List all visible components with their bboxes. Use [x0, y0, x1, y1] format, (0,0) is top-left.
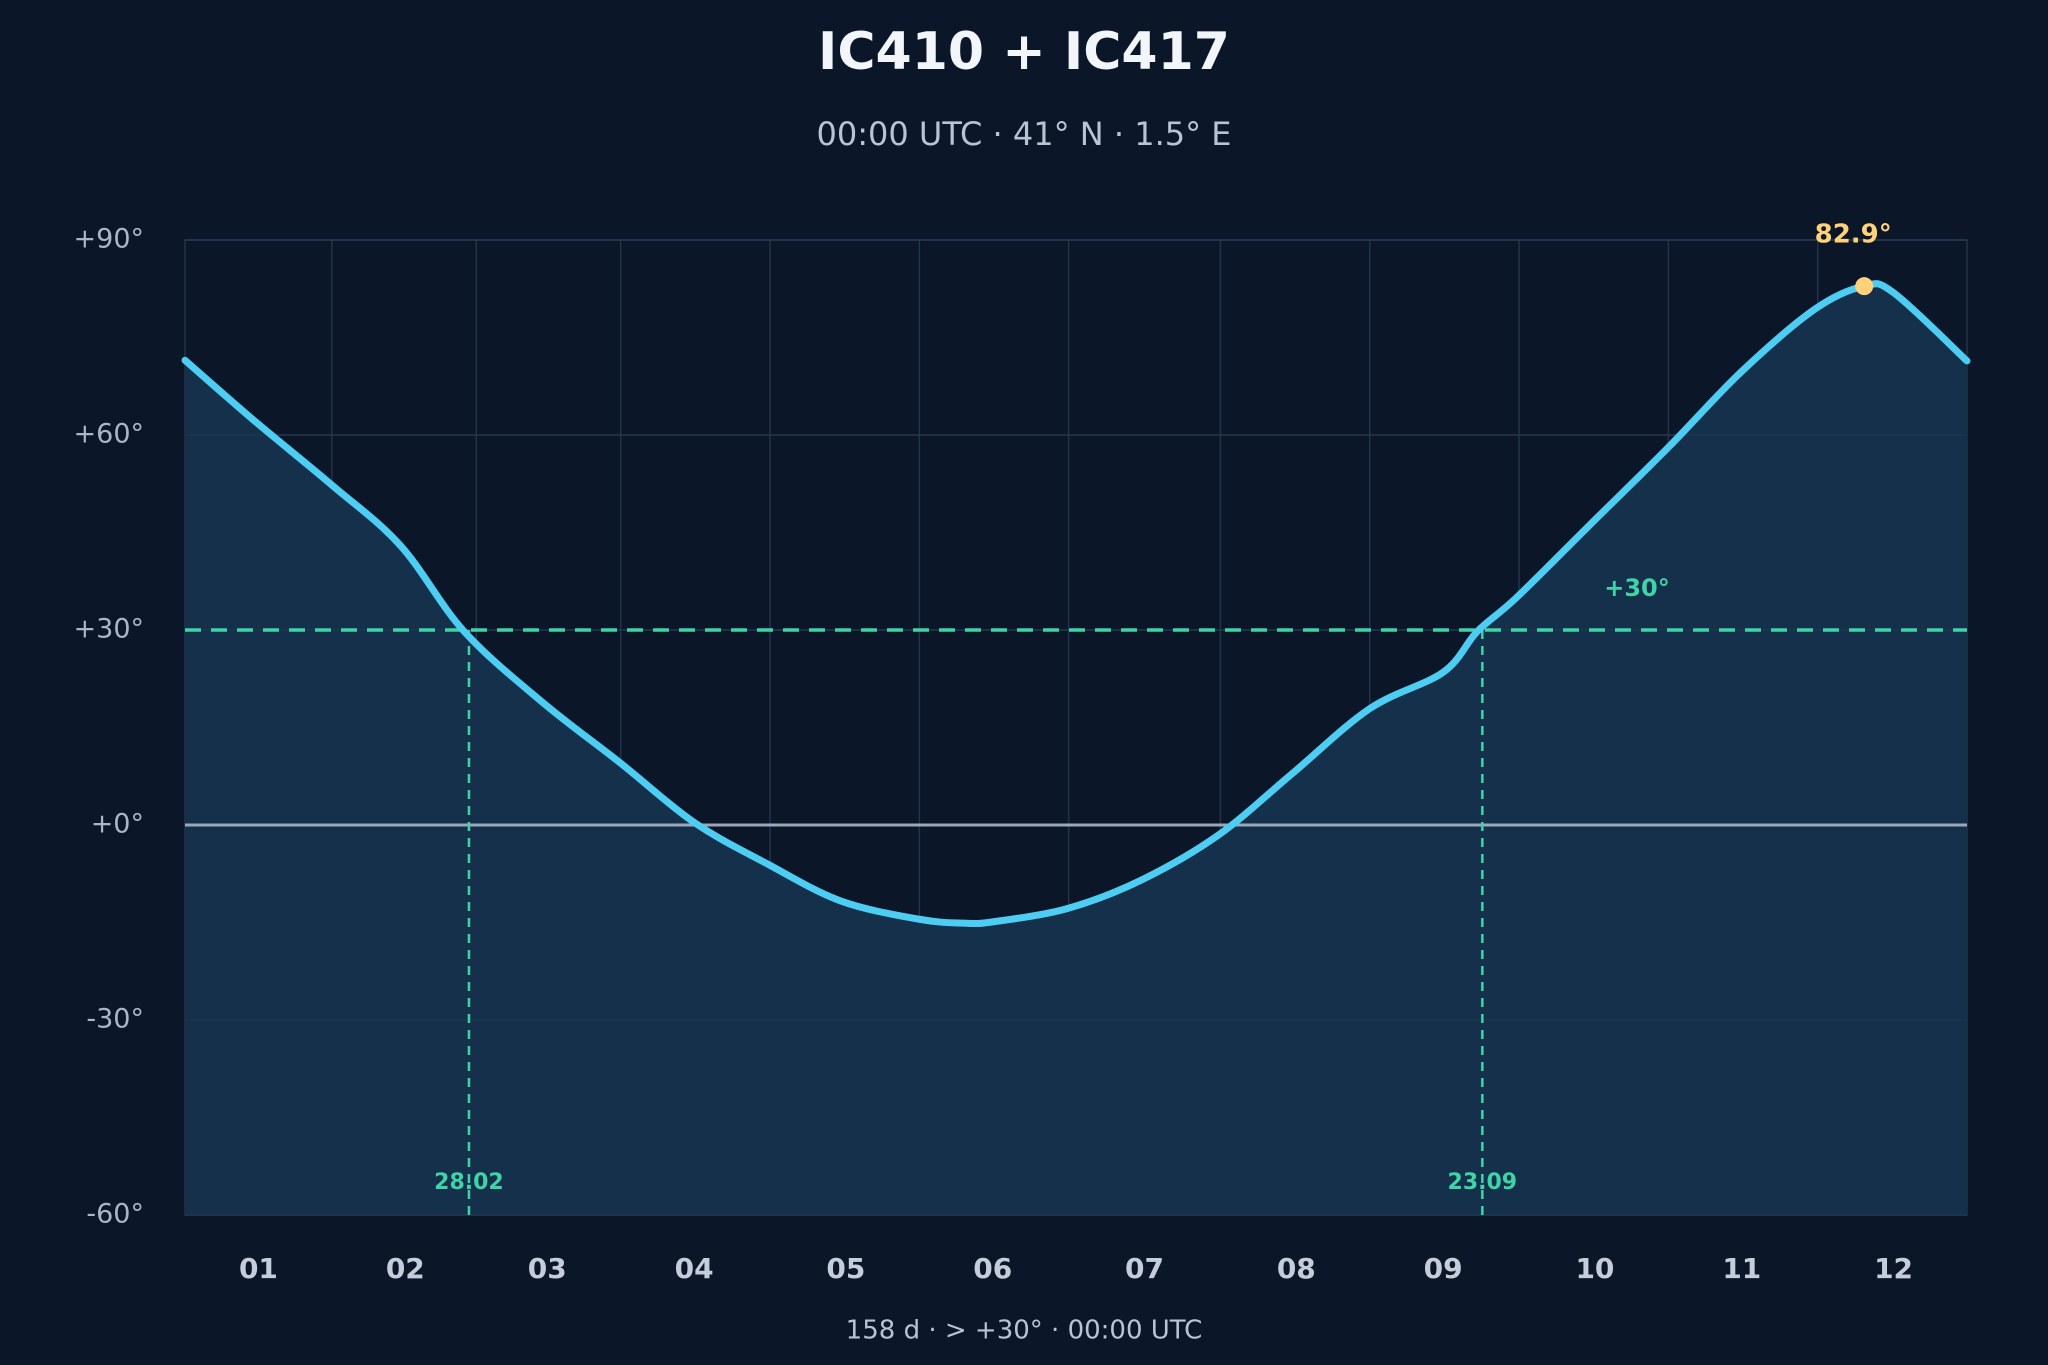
y-tick-label: -60°: [86, 1199, 144, 1230]
peak-marker: [1855, 277, 1874, 296]
x-tick-label: 11: [1722, 1252, 1761, 1285]
y-tick-label: -30°: [86, 1004, 144, 1035]
x-tick-label: 08: [1277, 1252, 1316, 1285]
y-tick-label: +90°: [74, 224, 144, 255]
footer: 158 d · > +30° · 00:00 UTC: [846, 1316, 1203, 1346]
x-tick-label: 04: [675, 1252, 714, 1285]
x-tick-label: 06: [973, 1252, 1012, 1285]
x-tick-label: 10: [1575, 1252, 1614, 1285]
line: [181, 280, 1971, 928]
x-tick-label: 12: [1874, 1252, 1913, 1285]
x-tick-label: 07: [1125, 1252, 1164, 1285]
x-tick-label: 03: [528, 1252, 567, 1285]
y-tick-label: +60°: [74, 419, 144, 450]
crossing-label: 28.02: [434, 1170, 504, 1195]
threshold-label: +30°: [1604, 574, 1670, 602]
x-tick-label: 05: [826, 1252, 865, 1285]
crossing-label: 23.09: [1448, 1170, 1518, 1195]
chart-title: IC410 + IC417: [818, 22, 1230, 82]
area: [185, 283, 1967, 1215]
chart-subtitle: 00:00 UTC · 41° N · 1.5° E: [817, 115, 1232, 153]
x-tick-label: 02: [386, 1252, 425, 1285]
y-tick-label: +0°: [91, 809, 144, 840]
peak-label: 82.9°: [1815, 220, 1892, 250]
y-tick-label: +30°: [74, 614, 144, 645]
x-tick-label: 09: [1424, 1252, 1463, 1285]
x-tick-label: 01: [239, 1252, 278, 1285]
